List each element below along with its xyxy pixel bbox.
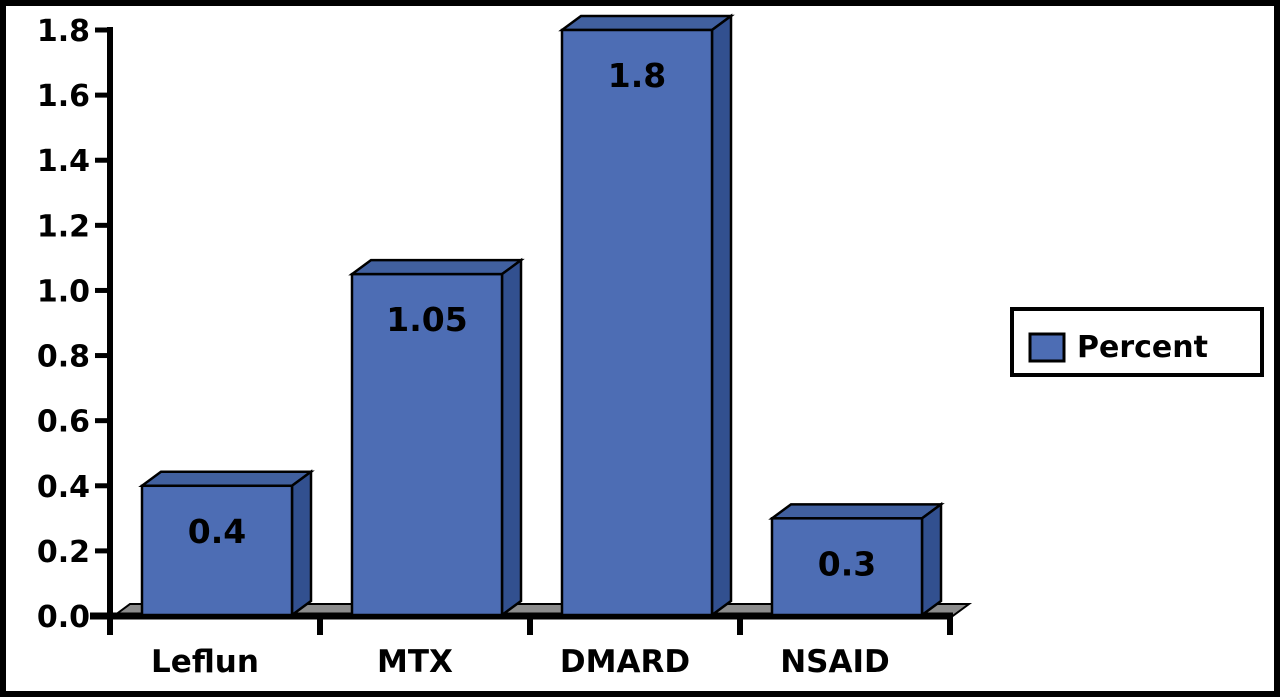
y-tick-label: 0.6 bbox=[37, 405, 90, 440]
bar bbox=[350, 272, 504, 617]
plot-area: 0.0 0.2 0.4 0.6 0.8 1.0 1.2 1.4 1.6 1.8 0.4 Leflun 1… bbox=[37, 13, 973, 680]
bar-value-label: 1.05 bbox=[386, 300, 467, 339]
y-tick-label: 1.2 bbox=[37, 209, 90, 244]
legend-swatch bbox=[1028, 332, 1066, 363]
y-tick-label: 1.4 bbox=[37, 144, 90, 179]
bar-side-face bbox=[710, 13, 733, 618]
x-category-label: DMARD bbox=[560, 644, 690, 680]
y-tick-label: 0.2 bbox=[37, 535, 90, 570]
legend-label: Percent bbox=[1077, 330, 1208, 365]
bar-side-face bbox=[500, 257, 523, 618]
x-category-label: MTX bbox=[377, 644, 453, 680]
bar-value-label: 1.8 bbox=[608, 56, 666, 95]
bar-top-face bbox=[138, 470, 315, 488]
y-tick-label: 1.8 bbox=[37, 14, 90, 49]
x-category-label: Leflun bbox=[151, 644, 259, 680]
bar bbox=[560, 28, 714, 617]
bar-top-face bbox=[768, 503, 945, 520]
y-tick-label: 0.0 bbox=[37, 600, 90, 635]
bar bbox=[770, 517, 924, 617]
bar-value-label: 0.3 bbox=[818, 544, 876, 583]
y-tick-label: 1.6 bbox=[37, 79, 90, 114]
bar-top-face bbox=[558, 14, 735, 32]
bar bbox=[140, 484, 294, 617]
y-tick-label: 1.0 bbox=[37, 274, 90, 309]
y-tick-label: 0.8 bbox=[37, 340, 90, 375]
bar-top-face bbox=[348, 258, 525, 276]
x-category-label: NSAID bbox=[780, 644, 890, 680]
bar-side-face bbox=[290, 469, 313, 618]
bar-value-label: 0.4 bbox=[188, 512, 246, 551]
bar-side-face bbox=[920, 501, 943, 618]
legend: Percent bbox=[1010, 307, 1264, 377]
y-tick-label: 0.4 bbox=[37, 470, 90, 505]
